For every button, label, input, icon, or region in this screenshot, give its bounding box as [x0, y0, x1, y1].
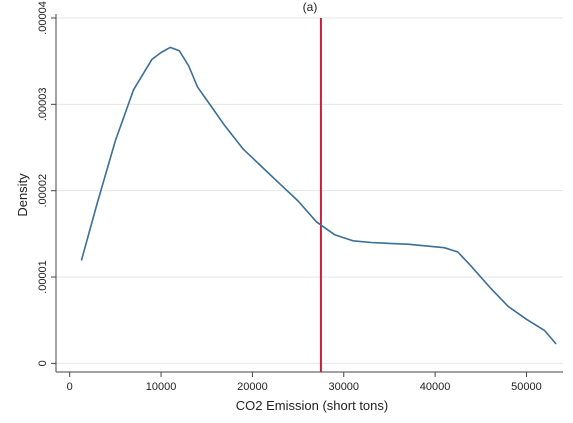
x-tick-label: 30000 — [328, 381, 359, 393]
x-tick-label: 20000 — [237, 381, 268, 393]
axes: 0 10000 20000 30000 40000 50000 0 .00001 .00002.… — [37, 1, 563, 393]
grid-lines — [56, 17, 563, 364]
y-tick-label: .00001 — [37, 260, 49, 294]
y-tick-label: 0 — [37, 360, 49, 366]
x-tick-label: 0 — [67, 381, 73, 393]
y-axis-title: Density — [15, 173, 30, 217]
density-curve — [80, 46, 557, 345]
data-layer — [80, 18, 557, 372]
y-tick-label: .00003 — [37, 88, 49, 122]
panel-label: (a) — [303, 0, 318, 14]
y-tick-label: .00004 — [37, 1, 49, 35]
x-tick-label: 50000 — [511, 381, 542, 393]
x-axis-title: CO2 Emission (short tons) — [236, 398, 388, 413]
x-tick-label: 40000 — [420, 381, 451, 393]
x-tick-label: 10000 — [146, 381, 177, 393]
y-tick-label: .00002 — [37, 174, 49, 208]
